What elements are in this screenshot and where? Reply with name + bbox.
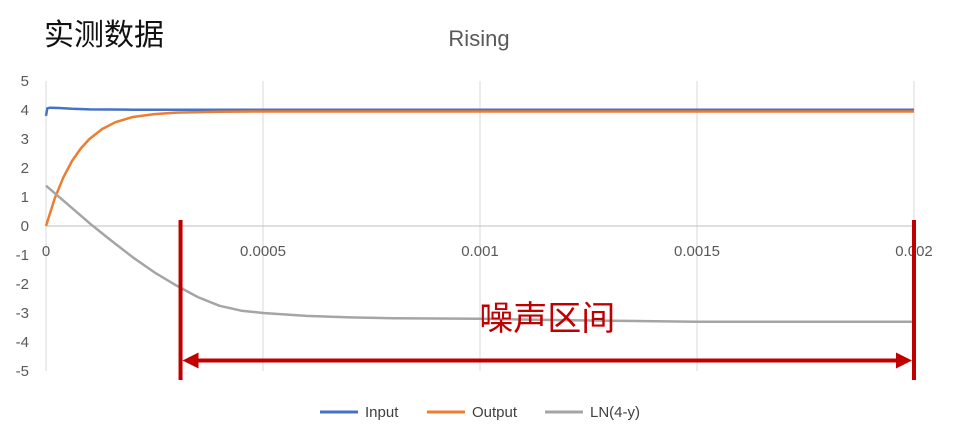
noise-interval-annotation: 噪声区间 <box>178 220 916 380</box>
y-tick-label: 2 <box>21 160 29 177</box>
y-tick-label: -2 <box>16 276 29 293</box>
y-tick-label: -3 <box>16 305 29 322</box>
y-tick-label: 5 <box>21 73 29 90</box>
series-line-input <box>44 106 914 117</box>
y-tick-label: 1 <box>21 189 29 206</box>
y-tick-label: 4 <box>21 102 29 119</box>
y-tick-label: -5 <box>16 363 29 380</box>
series-line-ln-4-y- <box>45 184 914 323</box>
x-tick-label: 0.001 <box>461 243 499 260</box>
x-tick-label: 0 <box>42 243 50 260</box>
x-tick-label: 0.0005 <box>240 243 286 260</box>
series-group <box>44 106 914 323</box>
y-tick-label: 3 <box>21 131 29 148</box>
y-tick-label: -1 <box>16 247 29 264</box>
y-axis-labels: 5 4 3 2 1 0 -1 -2 -3 -4 -5 <box>16 73 29 380</box>
annotation-arrowhead-right <box>896 352 912 369</box>
legend-label: LN(4-y) <box>590 404 640 421</box>
annotation-arrowhead-left <box>182 352 199 369</box>
annotation-label: 噪声区间 <box>479 299 615 339</box>
y-tick-label: 0 <box>21 218 29 235</box>
chart-title: Rising <box>448 26 509 51</box>
legend-label: Input <box>365 404 399 421</box>
series-line-output <box>44 110 914 227</box>
y-tick-label: -4 <box>16 334 29 351</box>
legend: Input Output LN(4-y) <box>320 404 640 421</box>
legend-label: Output <box>472 404 518 421</box>
page-heading: 实测数据 <box>44 18 164 53</box>
x-tick-label: 0.0015 <box>674 243 720 260</box>
